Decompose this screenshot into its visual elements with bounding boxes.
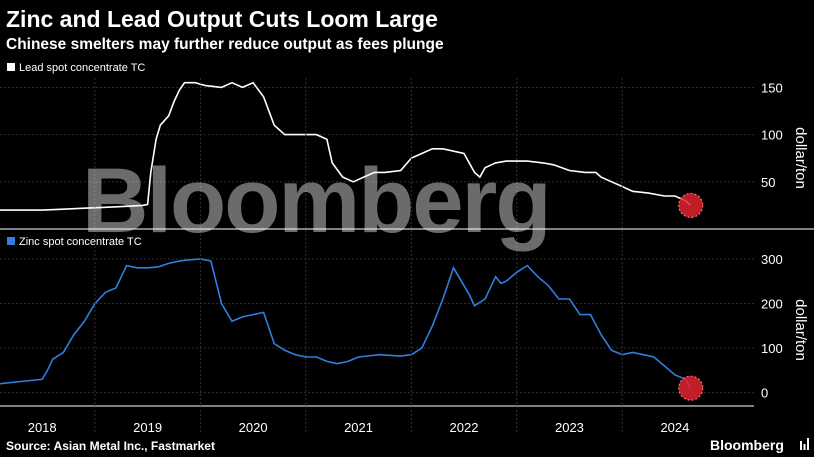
year-gridlines: [94, 78, 623, 432]
zinc-latest-marker: [678, 375, 704, 401]
zinc-gridlines: [0, 258, 754, 394]
lead-gridlines: [0, 86, 754, 183]
x-tick-label: 2019: [133, 420, 162, 435]
zinc-y-tick-label: 200: [761, 296, 783, 311]
lead-legend-swatch: [7, 63, 15, 71]
zinc-y-tick-label: 300: [761, 252, 783, 267]
bar-chart-icon: [800, 438, 809, 450]
x-axis-ticks: 2018 2019 2020 2021 2022 2023 2024: [28, 420, 690, 435]
lead-y-ticks: 50 100 150: [761, 80, 783, 189]
zinc-y-tick-label: 0: [761, 386, 768, 401]
zinc-y-axis-label: dollar/ton: [792, 299, 809, 361]
chart-title: Zinc and Lead Output Cuts Loom Large: [6, 6, 438, 32]
x-tick-label: 2023: [555, 420, 584, 435]
x-tick-label: 2024: [660, 420, 689, 435]
source-note: Source: Asian Metal Inc., Fastmarket: [6, 439, 215, 453]
latest-value-markers: [678, 192, 704, 401]
x-tick-label: 2022: [450, 420, 479, 435]
zinc-panel: Zinc spot concentrate TC 0 100 200 300 doll…: [0, 236, 809, 401]
lead-series-line: [0, 81, 692, 211]
bloomberg-brand: Bloomberg: [710, 437, 784, 453]
lead-latest-marker: [678, 192, 704, 219]
x-tick-label: 2018: [28, 420, 57, 435]
zinc-legend-label: Zinc spot concentrate TC: [19, 236, 142, 248]
lead-panel: Lead spot concentrate TC 50 100 150 dollar…: [0, 62, 809, 211]
x-tick-label: 2020: [239, 420, 268, 435]
chart-subtitle: Chinese smelters may further reduce outp…: [6, 36, 444, 53]
lead-y-tick-label: 50: [761, 175, 775, 190]
lead-y-tick-label: 150: [761, 80, 783, 95]
bloomberg-watermark: Bloomberg: [82, 150, 550, 252]
lead-legend-label: Lead spot concentrate TC: [19, 62, 145, 74]
zinc-legend-swatch: [7, 237, 15, 245]
x-tick-label: 2021: [344, 420, 373, 435]
zinc-y-tick-label: 100: [761, 341, 783, 356]
zinc-y-ticks: 0 100 200 300: [761, 252, 783, 401]
lead-y-axis-label: dollar/ton: [792, 127, 809, 189]
zinc-series-line: [0, 258, 692, 389]
lead-y-tick-label: 100: [761, 128, 783, 143]
